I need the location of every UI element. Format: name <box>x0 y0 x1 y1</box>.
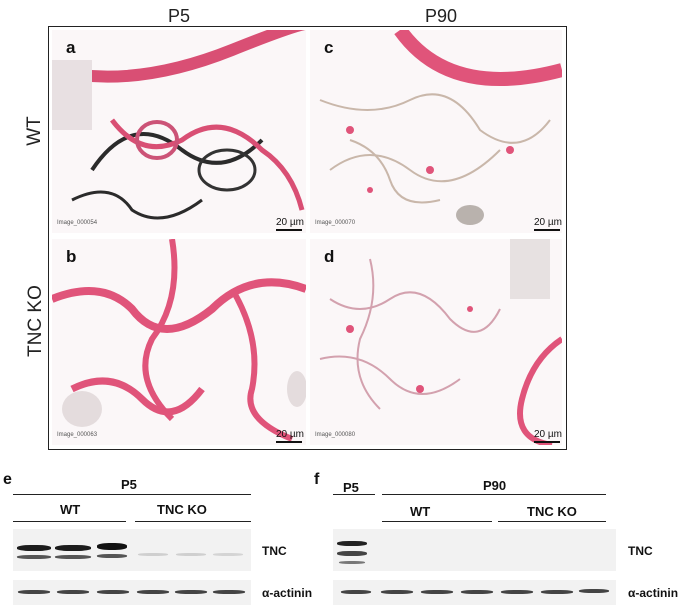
blot-e-stage-line <box>13 494 251 496</box>
blot-f-actinin-band <box>461 590 493 594</box>
scale-label-d: 20 µm <box>534 429 562 440</box>
blot-f-ko-line <box>498 521 606 523</box>
blot-e-actinin-band <box>137 590 169 594</box>
scale-label-a: 20 µm <box>276 217 304 228</box>
blot-e-tnc-band <box>176 553 206 556</box>
blot-f-actinin-band <box>341 590 371 594</box>
blot-f-actinin-band <box>541 590 573 594</box>
micrograph-grid-frame <box>48 26 567 450</box>
micrograph-b-image <box>52 239 306 442</box>
blot-e-label-tnc: TNC <box>262 544 287 558</box>
blot-e-tnc-strip <box>13 529 251 571</box>
blot-f-tnc-strip <box>333 529 616 571</box>
micrograph-a-image <box>52 30 306 220</box>
scale-label-c: 20 µm <box>534 217 562 228</box>
panel-letter-b: b <box>66 247 77 266</box>
blot-e-tnc-band <box>97 554 127 558</box>
blot-e-actinin-band <box>57 590 89 594</box>
blot-e-tnc-band <box>55 555 91 559</box>
micrograph-panel-d: d Image_000080 20 µm <box>310 239 562 445</box>
micrograph-panel-a: a Image_000054 20 µm <box>52 30 306 233</box>
blot-f-actinin-strip <box>333 580 616 605</box>
blot-e-tnc-band <box>97 543 127 550</box>
blot-e-ko-line <box>135 521 251 523</box>
blot-f-tnc-band <box>337 551 367 556</box>
blot-e-actinin-band <box>213 590 245 594</box>
row-header-tnc-ko: TNC KO <box>25 285 46 357</box>
image-id-d: Image_000080 <box>315 432 356 438</box>
column-header-p5: P5 <box>168 6 191 26</box>
image-id-c: Image_000070 <box>315 220 356 226</box>
blot-e-tnc-band <box>213 553 243 556</box>
scale-bar-a <box>276 229 302 231</box>
blot-e-group-ko: TNC KO <box>157 502 207 517</box>
blot-f-label-actinin: α-actinin <box>628 586 679 600</box>
blot-f-actinin-band <box>381 590 413 594</box>
scale-bar-d <box>534 441 560 443</box>
blot-f-actinin-band <box>579 589 609 593</box>
blot-e-actinin-band <box>18 590 50 594</box>
image-id-a: Image_000054 <box>57 220 98 226</box>
column-header-p90: P90 <box>425 6 458 26</box>
blot-f-group-wt: WT <box>410 504 431 519</box>
blot-f-p5-line <box>333 494 375 496</box>
blot-f-actinin-band <box>501 590 533 594</box>
blot-f-actinin-band <box>421 590 453 594</box>
blot-f-label-tnc: TNC <box>628 544 653 558</box>
scale-bar-b <box>276 441 302 443</box>
blot-e-label-actinin: α-actinin <box>262 586 313 600</box>
blot-e-tnc-band <box>17 555 51 559</box>
panel-letter-a: a <box>66 38 76 57</box>
micrograph-c-image <box>319 30 562 225</box>
panel-letter-d: d <box>324 247 335 266</box>
micrograph-panel-c: c Image_000070 20 µm <box>310 30 562 233</box>
blot-f-stage-p90: P90 <box>483 478 507 493</box>
blot-e-wt-line <box>13 521 126 523</box>
blot-e-actinin-band <box>175 590 207 594</box>
blot-e-group-wt: WT <box>60 502 81 517</box>
scale-bar-c <box>534 229 560 231</box>
image-id-b: Image_000063 <box>57 432 98 438</box>
panel-letter-f: f <box>314 471 320 488</box>
blot-e-actinin-band <box>97 590 129 594</box>
blot-f-tnc-band <box>337 541 367 546</box>
blot-f-p90-line <box>382 494 606 496</box>
blot-e-tnc-band <box>138 553 168 556</box>
blot-e-actinin-strip <box>13 580 251 605</box>
blot-e-stage: P5 <box>121 477 137 492</box>
micrograph-d-image <box>319 239 562 445</box>
panel-letter-c: c <box>324 38 334 57</box>
row-header-wt: WT <box>24 116 45 146</box>
micrograph-panel-b: b Image_000063 20 µm <box>52 239 306 445</box>
blot-e-tnc-band <box>55 545 91 551</box>
blot-e-tnc-band <box>17 545 51 551</box>
blot-f-group-ko: TNC KO <box>527 504 577 519</box>
scale-label-b: 20 µm <box>276 429 304 440</box>
blot-f-wt-line <box>382 521 492 523</box>
panel-letter-e: e <box>3 471 12 488</box>
blot-f-stage-p5: P5 <box>343 480 359 495</box>
blot-f-tnc-band <box>339 561 365 564</box>
